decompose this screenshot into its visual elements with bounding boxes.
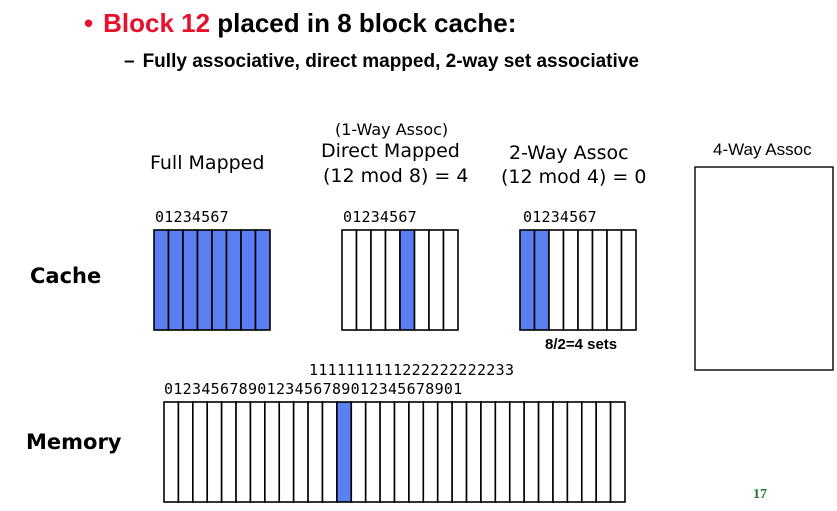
memory-block-11 xyxy=(321,401,338,503)
four-way-label: 4-Way Assoc xyxy=(713,140,812,159)
two-way-block-3 xyxy=(562,229,579,331)
direct-mapped-block-3 xyxy=(384,229,401,331)
memory-block-12 xyxy=(336,401,353,503)
direct-mapped-index: 01234567 xyxy=(343,208,417,226)
full-mapped-block-6 xyxy=(240,229,257,331)
memory-block-29 xyxy=(580,401,597,503)
memory-block-3 xyxy=(206,401,223,503)
subtitle-text: Fully associative, direct mapped, 2-way … xyxy=(142,51,639,72)
memory-block-26 xyxy=(537,401,554,503)
memory-block-8 xyxy=(278,401,295,503)
slide-subtitle: – Fully associative, direct mapped, 2-way… xyxy=(124,51,639,73)
memory-block-19 xyxy=(436,401,453,503)
memory-block-1 xyxy=(177,401,194,503)
memory-block-24 xyxy=(508,401,525,503)
direct-mapped-block-1 xyxy=(355,229,372,331)
memory-block-0 xyxy=(163,401,180,503)
memory-ones-index: 01234567890123456789012345678901 xyxy=(164,380,463,398)
direct-mapped-block-5 xyxy=(413,229,430,331)
memory-block-15 xyxy=(379,401,396,503)
full-mapped-index: 01234567 xyxy=(155,208,229,226)
memory-tens-index: 1111111111222222222233 xyxy=(309,361,515,379)
memory-block-2 xyxy=(192,401,209,503)
full-mapped-block-7 xyxy=(254,229,271,331)
slide-title: • Block 12 placed in 8 block cache: xyxy=(84,8,516,39)
memory-block-31 xyxy=(609,401,626,503)
title-highlight: Block 12 xyxy=(103,8,211,38)
memory-block-25 xyxy=(523,401,540,503)
memory-block-22 xyxy=(480,401,497,503)
direct-mapped-note: (1-Way Assoc) xyxy=(335,120,449,139)
subtitle-dash: – xyxy=(124,51,135,72)
direct-mapped-formula: (12 mod 8) = 4 xyxy=(323,165,469,187)
page-number: 17 xyxy=(753,487,767,502)
two-way-block-1 xyxy=(533,229,550,331)
two-way-block-5 xyxy=(591,229,608,331)
full-mapped-block-0 xyxy=(153,229,170,331)
direct-mapped-block-2 xyxy=(370,229,387,331)
memory-block-5 xyxy=(235,401,252,503)
full-mapped-block-4 xyxy=(211,229,228,331)
two-way-formula: (12 mod 4) = 0 xyxy=(501,166,647,188)
two-way-block-0 xyxy=(519,229,536,331)
two-way-block-6 xyxy=(606,229,623,331)
direct-mapped-block-7 xyxy=(442,229,459,331)
memory-block-28 xyxy=(566,401,583,503)
direct-mapped-block-6 xyxy=(428,229,445,331)
memory-block-18 xyxy=(422,401,439,503)
two-way-block-7 xyxy=(620,229,637,331)
memory-block-21 xyxy=(465,401,482,503)
title-rest: placed in 8 block cache: xyxy=(210,8,517,38)
two-way-block-4 xyxy=(577,229,594,331)
full-mapped-label: Full Mapped xyxy=(150,152,265,174)
direct-mapped-block-0 xyxy=(341,229,358,331)
memory-block-13 xyxy=(350,401,367,503)
memory-block-14 xyxy=(364,401,381,503)
two-way-index: 01234567 xyxy=(523,208,597,226)
memory-block-20 xyxy=(451,401,468,503)
two-way-label: 2-Way Assoc xyxy=(509,142,629,164)
memory-block-27 xyxy=(552,401,569,503)
memory-block-6 xyxy=(249,401,266,503)
title-bullet: • xyxy=(84,8,94,38)
memory-block-10 xyxy=(307,401,324,503)
full-mapped-block-3 xyxy=(196,229,213,331)
memory-block-7 xyxy=(264,401,281,503)
four-way-cache-box xyxy=(694,166,834,371)
memory-block-17 xyxy=(408,401,425,503)
memory-block-23 xyxy=(494,401,511,503)
memory-block-16 xyxy=(393,401,410,503)
memory-block-30 xyxy=(595,401,612,503)
memory-block-4 xyxy=(220,401,237,503)
full-mapped-block-1 xyxy=(167,229,184,331)
full-mapped-block-2 xyxy=(182,229,199,331)
memory-block-9 xyxy=(292,401,309,503)
cache-row-label: Cache xyxy=(30,264,102,288)
memory-row-label: Memory xyxy=(26,430,122,454)
two-way-block-2 xyxy=(548,229,565,331)
direct-mapped-block-4 xyxy=(399,229,416,331)
sets-note: 8/2=4 sets xyxy=(545,336,618,353)
direct-mapped-label: Direct Mapped xyxy=(321,140,460,162)
full-mapped-block-5 xyxy=(225,229,242,331)
